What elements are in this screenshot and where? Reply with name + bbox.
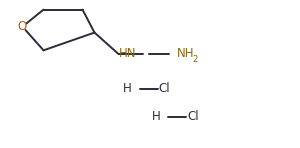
- Text: O: O: [18, 20, 27, 33]
- Text: H: H: [152, 110, 161, 123]
- Text: NH: NH: [177, 47, 194, 60]
- Text: Cl: Cl: [187, 110, 199, 123]
- Text: H: H: [123, 82, 132, 95]
- Text: HN: HN: [119, 47, 136, 60]
- Text: Cl: Cl: [158, 82, 170, 95]
- Text: 2: 2: [193, 56, 198, 64]
